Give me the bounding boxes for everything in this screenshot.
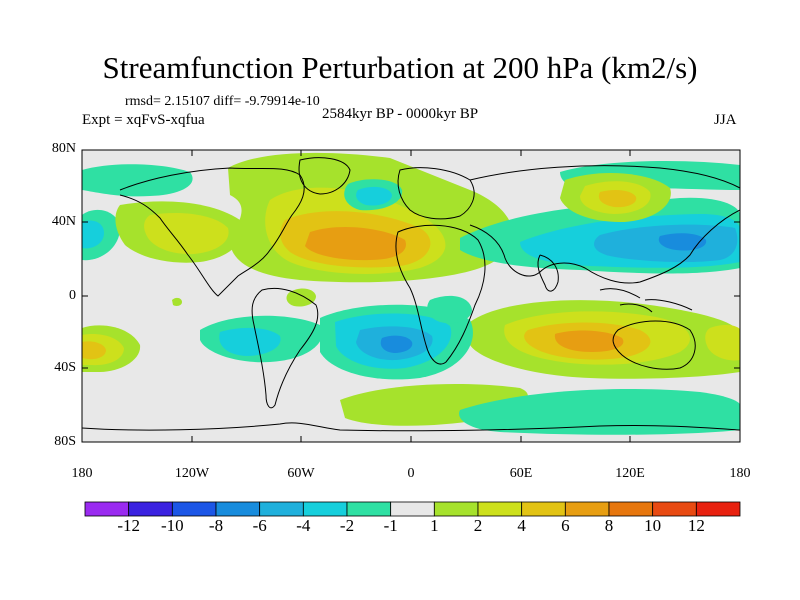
colorbar-swatch: [564, 501, 610, 517]
colorbar-swatch: [346, 501, 392, 517]
colorbar-label: -1: [383, 516, 398, 535]
colorbar-label: -4: [296, 516, 311, 535]
lon-label-120w: 120W: [174, 466, 210, 481]
coast-greenland: [298, 157, 351, 195]
lat-label-80s: 80S: [54, 434, 76, 449]
colorbar-swatch: [84, 501, 130, 517]
contour-south-indian-cyan: [459, 389, 740, 435]
colorbar-label: -8: [208, 516, 224, 535]
contour-south-atlantic-low4: [380, 335, 413, 353]
coast-australia: [612, 320, 696, 370]
lat-label-40s: 40S: [54, 360, 76, 375]
coastlines: [82, 157, 740, 432]
coast-india: [537, 254, 559, 292]
experiment-label: Expt = xqFvS-xqfua: [82, 112, 205, 128]
colorbar-label: -2: [339, 516, 355, 535]
colorbar-label: -10: [160, 516, 184, 535]
colorbar-swatch: [695, 501, 741, 517]
colorbar-label: 12: [687, 516, 705, 535]
contour-arctic-cyan: [82, 164, 193, 197]
colorbar-label: 6: [561, 516, 570, 535]
contour-south-america-cyan2: [219, 327, 281, 356]
colorbar-swatch: [433, 501, 479, 517]
colorbar-label: 8: [604, 516, 614, 535]
contour-atlantic-6: [305, 226, 406, 261]
colorbar-label: -6: [252, 516, 267, 535]
contour-east-pacific-cyan2: [82, 220, 104, 249]
contour-south-pacific-high3: [82, 341, 106, 360]
colorbar-swatch: [652, 501, 697, 517]
contour-asia-high3: [598, 189, 637, 208]
colorbar: [84, 501, 741, 517]
lon-label-60e: 60E: [509, 466, 533, 481]
colorbar-swatch: [302, 501, 348, 517]
colorbar-label: 4: [517, 516, 526, 535]
colorbar-swatch: [390, 501, 435, 517]
colorbar-swatch: [171, 501, 217, 517]
lon-label-60w: 60W: [287, 466, 315, 481]
contour-equatorial-blob: [286, 288, 316, 307]
colorbar-swatch: [608, 501, 654, 517]
lon-label-0: 0: [407, 466, 415, 481]
colorbar-swatch: [215, 501, 261, 517]
stats-line: rmsd= 2.15107 diff= -9.79914e-10: [125, 94, 320, 109]
colorbar-swatch: [259, 501, 304, 517]
axis-ticks: [81, 149, 741, 443]
contour-field: [82, 152, 740, 435]
contour-north-atlantic-cyan2: [356, 186, 392, 206]
colorbar-swatch: [477, 501, 523, 517]
lat-label-80n: 80N: [51, 141, 76, 156]
colorbar-label: 1: [430, 516, 439, 535]
period-label: 2584kyr BP - 0000kyr BP: [322, 106, 479, 122]
colorbar-label: 2: [473, 516, 483, 535]
coast-antarctica: [82, 422, 740, 432]
colorbar-swatch: [521, 501, 566, 517]
season-label: JJA: [714, 112, 737, 128]
coast-africa: [395, 224, 486, 365]
lon-label-180w: 180: [71, 466, 93, 481]
plot-title: Streamfunction Perturbation at 200 hPa (…: [102, 50, 698, 85]
contour-ne-pacific-high2: [144, 212, 229, 255]
contour-africa-cyan: [427, 295, 472, 324]
lon-label-120e: 120E: [615, 466, 645, 481]
coast-asia: [469, 165, 740, 284]
coast-south-america: [251, 287, 319, 409]
coast-europe: [397, 167, 475, 220]
coast-north-america: [119, 167, 305, 297]
coast-maritime: [599, 288, 693, 313]
lon-label-180e: 180: [729, 466, 751, 481]
contour-asia-deep: [658, 233, 707, 251]
contour-indian-high4: [554, 330, 624, 352]
contour-pacific-blob: [172, 297, 182, 306]
colorbar-swatch: [128, 501, 173, 517]
colorbar-label: -12: [117, 516, 140, 535]
colorbar-label: 10: [644, 516, 662, 535]
lat-label-0: 0: [69, 288, 76, 303]
contour-east-pacific-south-high: [705, 324, 740, 361]
lat-label-40n: 40N: [51, 214, 76, 229]
